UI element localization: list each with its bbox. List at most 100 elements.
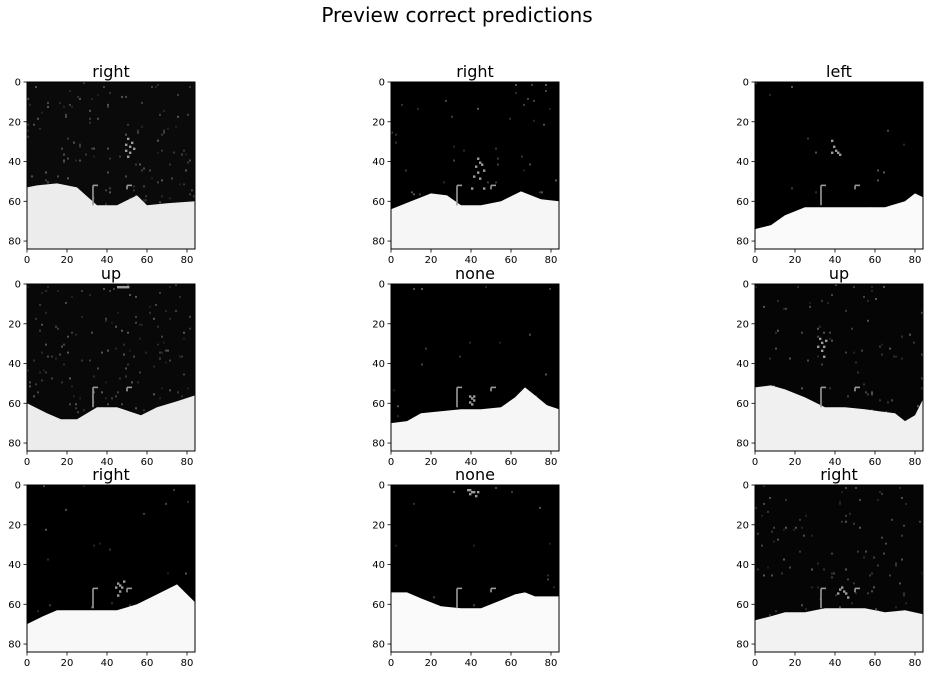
- y-tick-label: 60: [8, 197, 21, 208]
- y-tick-label: 0: [743, 280, 749, 291]
- x-tick-label: 40: [465, 457, 478, 468]
- player-pixel: [817, 345, 820, 349]
- player-pixel: [845, 592, 848, 595]
- y-tick-label: 80: [372, 640, 385, 651]
- panel-title: up: [829, 264, 849, 283]
- player-pixel: [839, 588, 842, 591]
- x-tick-label: 80: [909, 255, 922, 266]
- y-tick-label: 0: [15, 481, 21, 492]
- y-tick-label: 20: [736, 319, 749, 330]
- player-pixel: [121, 285, 124, 289]
- x-tick-label: 40: [465, 658, 478, 669]
- panel-image: [755, 82, 923, 249]
- figure-title: Preview correct predictions: [321, 3, 592, 27]
- x-tick-label: 0: [752, 457, 758, 468]
- player-pixel: [469, 488, 472, 492]
- y-tick-label: 0: [379, 280, 385, 291]
- player-pixel: [821, 341, 824, 345]
- ground-terrain: [755, 608, 923, 652]
- y-tick-label: 40: [372, 157, 385, 168]
- x-tick-label: 60: [141, 255, 154, 266]
- y-tick-label: 40: [372, 560, 385, 571]
- y-tick-label: 20: [372, 520, 385, 531]
- panel-title: up: [101, 264, 121, 283]
- x-tick-label: 40: [829, 658, 842, 669]
- y-tick-label: 40: [372, 359, 385, 370]
- player-pixel: [125, 285, 128, 289]
- panel-image: [391, 284, 559, 451]
- y-tick-label: 0: [743, 481, 749, 492]
- panel-title: right: [92, 62, 130, 81]
- ground-terrain: [391, 592, 559, 652]
- player-pixel: [477, 171, 480, 174]
- player-pixel: [843, 590, 846, 593]
- player-pixel: [121, 586, 124, 589]
- x-tick-label: 60: [141, 658, 154, 669]
- panel-title: left: [826, 62, 852, 81]
- ground-terrain: [27, 183, 195, 249]
- player-pixel: [839, 153, 842, 156]
- axes-frame: [26, 283, 196, 452]
- x-tick-label: 60: [505, 255, 518, 266]
- x-tick-label: 0: [388, 457, 394, 468]
- y-tick-label: 0: [379, 481, 385, 492]
- y-tick-label: 60: [8, 600, 21, 611]
- panel-title: right: [456, 62, 494, 81]
- panel-title: none: [455, 465, 495, 484]
- panel-image: [27, 82, 195, 249]
- axes-frame: [390, 81, 560, 250]
- x-tick-label: 40: [101, 457, 114, 468]
- x-tick-label: 0: [388, 255, 394, 266]
- player-pixel: [473, 490, 476, 494]
- ground-terrain: [755, 193, 923, 249]
- player-pixel: [483, 169, 486, 172]
- y-tick-label: 80: [8, 237, 21, 248]
- player-pixel: [115, 586, 118, 589]
- x-tick-label: 20: [425, 658, 438, 669]
- player-pixel: [125, 143, 128, 147]
- axes-frame: [390, 283, 560, 452]
- x-tick-label: 80: [909, 457, 922, 468]
- y-tick-label: 20: [8, 319, 21, 330]
- player-pixel: [467, 488, 470, 492]
- y-tick-label: 60: [372, 600, 385, 611]
- x-tick-label: 20: [425, 255, 438, 266]
- ground-terrain: [391, 191, 559, 249]
- y-tick-label: 60: [736, 399, 749, 410]
- y-tick-label: 80: [736, 640, 749, 651]
- x-tick-label: 20: [61, 658, 74, 669]
- y-tick-label: 40: [736, 560, 749, 571]
- y-tick-label: 60: [8, 399, 21, 410]
- y-tick-label: 20: [372, 117, 385, 128]
- y-tick-label: 40: [736, 157, 749, 168]
- player-pixel: [831, 139, 834, 143]
- x-tick-label: 0: [752, 658, 758, 669]
- x-tick-label: 60: [869, 457, 882, 468]
- y-tick-label: 0: [379, 78, 385, 89]
- x-tick-label: 0: [24, 255, 30, 266]
- x-tick-label: 40: [101, 255, 114, 266]
- y-tick-label: 20: [8, 117, 21, 128]
- axes-frame: [754, 81, 924, 250]
- player-pixel: [833, 145, 836, 149]
- player-pixel: [123, 285, 126, 289]
- axes-frame: [390, 484, 560, 653]
- ground-terrain: [391, 387, 559, 451]
- y-tick-label: 20: [736, 117, 749, 128]
- player-pixel: [475, 494, 478, 498]
- panel-image: [27, 485, 195, 652]
- x-tick-label: 0: [388, 658, 394, 669]
- y-tick-label: 60: [372, 399, 385, 410]
- player-pixel: [117, 594, 120, 597]
- ground-terrain: [755, 385, 923, 451]
- ground-terrain: [27, 584, 195, 652]
- x-tick-label: 60: [505, 658, 518, 669]
- player-pixel: [129, 151, 132, 154]
- player-pixel: [127, 137, 130, 141]
- ground-terrain: [27, 395, 195, 451]
